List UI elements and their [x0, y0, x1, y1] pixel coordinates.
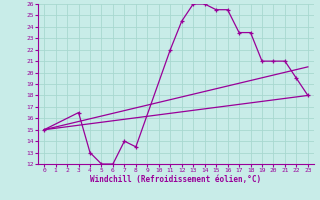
X-axis label: Windchill (Refroidissement éolien,°C): Windchill (Refroidissement éolien,°C) — [91, 175, 261, 184]
